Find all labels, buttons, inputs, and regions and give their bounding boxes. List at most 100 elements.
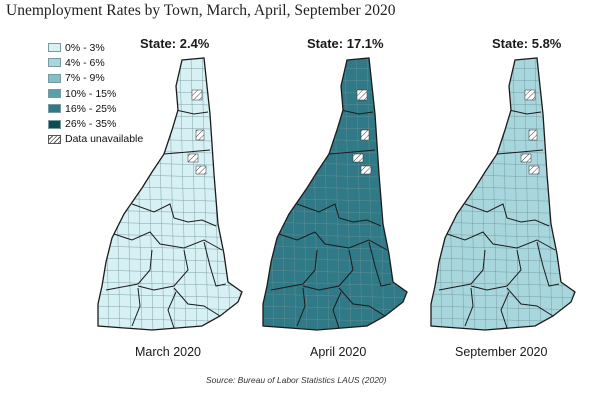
town-boundary [98, 305, 242, 311]
town-boundary [512, 58, 520, 330]
data-unavailable-area [524, 89, 536, 101]
source-note: Source: Bureau of Labor Statistics LAUS … [206, 375, 387, 385]
legend-label: Data unavailable [65, 133, 144, 146]
town-boundary [263, 58, 264, 330]
map-september [430, 54, 585, 334]
town-boundary [431, 77, 575, 83]
county-border [470, 249, 522, 291]
town-boundary [366, 58, 374, 330]
town-boundary [98, 269, 242, 275]
county-border [508, 109, 542, 115]
town-boundary [263, 269, 407, 275]
data-unavailable-area [360, 165, 372, 175]
state-shape [431, 58, 575, 330]
data-unavailable-area [187, 153, 199, 163]
legend-item: 26% - 35% [48, 116, 143, 131]
state-rate-september: State: 5.8% [492, 36, 562, 51]
county-border [131, 203, 217, 227]
legend-swatch [48, 89, 61, 99]
state-outline [97, 57, 243, 331]
data-unavailable-area [352, 153, 364, 163]
county-border [163, 149, 211, 155]
state-outline [430, 57, 576, 331]
legend-label: 0% - 3% [65, 41, 105, 54]
legend-label: 7% - 9% [65, 72, 105, 85]
county-border [270, 249, 318, 291]
legend-swatch [48, 73, 61, 83]
town-boundary [355, 58, 363, 330]
county-border [113, 231, 223, 251]
town-boundary [263, 101, 407, 107]
legend-item: 10% - 15% [48, 86, 143, 101]
data-unavailable-area [195, 165, 207, 175]
county-border [500, 291, 510, 329]
map-label-september: September 2020 [455, 345, 548, 359]
county-border [328, 149, 376, 155]
county-border [368, 241, 392, 287]
town-boundary [579, 54, 585, 334]
town-boundary [98, 58, 242, 59]
legend-item: 4% - 6% [48, 55, 143, 70]
state-outline [262, 57, 408, 331]
town-boundary [98, 65, 242, 71]
legend-label: 26% - 35% [65, 118, 117, 131]
town-boundary [534, 58, 542, 330]
town-boundary [98, 77, 242, 83]
legend-label: 10% - 15% [65, 87, 117, 100]
town-boundary [246, 54, 252, 334]
county-border [278, 231, 388, 251]
town-boundary [431, 293, 575, 299]
county-border [340, 109, 374, 115]
state-rate-march: State: 2.4% [140, 36, 210, 51]
county-border [302, 249, 354, 291]
county-border [438, 249, 486, 291]
town-boundary [263, 293, 407, 299]
legend-swatch [48, 58, 61, 68]
town-boundary [431, 101, 575, 107]
legend-label: 4% - 6% [65, 56, 105, 69]
state-shape [98, 58, 242, 330]
town-boundary [431, 113, 575, 119]
town-boundary [263, 77, 407, 83]
map-legend: 0% - 3% 4% - 6% 7% - 9% 10% - 15% 16% - … [48, 40, 143, 147]
town-boundary [431, 305, 575, 311]
data-unavailable-area [360, 129, 370, 141]
county-border [338, 287, 386, 317]
state-shape [263, 58, 407, 330]
town-boundary [98, 101, 242, 107]
town-boundary [263, 305, 407, 311]
town-boundary [98, 58, 99, 330]
town-boundary [98, 329, 242, 330]
county-border [131, 287, 141, 327]
county-border [105, 249, 153, 291]
town-boundary [431, 269, 575, 275]
town-boundary [431, 65, 575, 71]
legend-item: 16% - 25% [48, 101, 143, 116]
county-border [536, 241, 560, 287]
town-boundary [98, 113, 242, 119]
county-border [464, 203, 550, 227]
town-boundary [431, 58, 432, 330]
town-boundary [431, 89, 575, 95]
town-boundary [431, 58, 575, 59]
county-border [175, 109, 209, 115]
town-boundary [98, 293, 242, 299]
county-border [496, 149, 544, 155]
town-boundary [179, 58, 187, 330]
legend-label: 16% - 25% [65, 102, 117, 115]
map-april [262, 54, 417, 334]
map-label-april: April 2020 [310, 345, 367, 359]
county-border [203, 241, 227, 287]
state-rate-april: State: 17.1% [307, 36, 384, 51]
town-boundary [98, 281, 242, 287]
town-boundary [190, 58, 198, 330]
town-boundary [431, 329, 575, 330]
town-boundary [344, 58, 352, 330]
town-boundary [98, 89, 242, 95]
county-border [332, 291, 342, 329]
map-march [97, 54, 252, 334]
data-unavailable-area [528, 165, 540, 175]
legend-swatch [48, 119, 61, 129]
town-boundary [411, 54, 417, 334]
county-border [296, 203, 382, 227]
